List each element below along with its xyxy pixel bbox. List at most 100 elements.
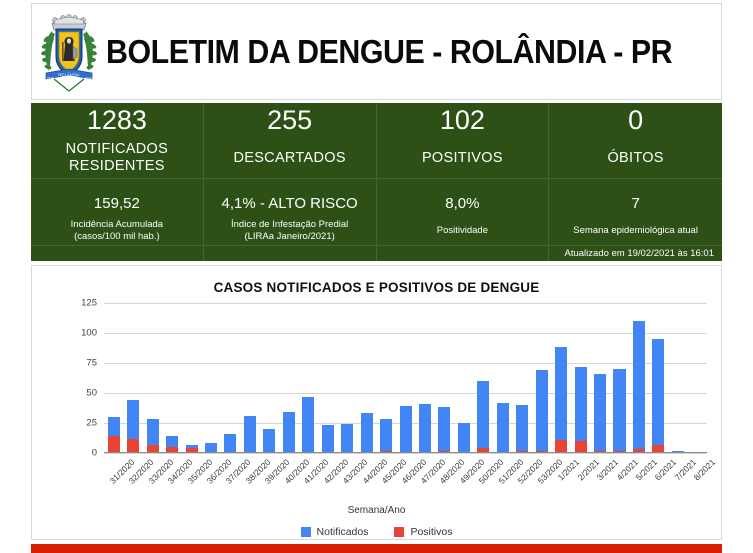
bar-slot[interactable]: [201, 303, 220, 453]
legend-item-notificados[interactable]: Notificados: [300, 526, 368, 538]
bar-segment-notificados: [457, 423, 470, 452]
legend-swatch-icon: [300, 527, 311, 537]
stacked-bar[interactable]: [302, 396, 315, 453]
bar-slot[interactable]: [474, 303, 493, 453]
stacked-bar[interactable]: [632, 321, 645, 453]
stat-value-positivos: 102: [377, 103, 550, 139]
bar-slot[interactable]: [357, 303, 376, 453]
stacked-bar[interactable]: [555, 347, 568, 453]
stacked-bar[interactable]: [380, 419, 393, 453]
stacked-bar[interactable]: [418, 403, 431, 453]
stacked-bar[interactable]: [204, 443, 218, 453]
stacked-bar[interactable]: [574, 366, 587, 453]
bar-slot[interactable]: [454, 303, 473, 453]
bar-segment-notificados: [302, 396, 315, 453]
bar-segment-notificados: [243, 415, 256, 453]
stacked-bar[interactable]: [263, 429, 276, 453]
bar-slot[interactable]: [396, 303, 415, 453]
bar-slot[interactable]: [337, 303, 356, 453]
stacked-bar[interactable]: [321, 425, 334, 453]
bar-slot[interactable]: [435, 303, 454, 453]
bar-segment-positivos: [632, 449, 645, 453]
stat-subvalue-infestacao: 4,1% - ALTO RISCO: [204, 190, 377, 217]
x-label-slot: 35/2020: [182, 453, 214, 501]
x-axis-title: Semana/Ano: [347, 505, 406, 516]
stat-sublabel-incidencia: Incidência Acumulada (casos/100 mil hab.…: [31, 216, 204, 246]
bar-slot[interactable]: [221, 303, 240, 453]
bar-slot[interactable]: [279, 303, 298, 453]
gridline-125: [104, 303, 707, 304]
stacked-bar[interactable]: [146, 419, 159, 453]
x-label-slot: 33/2020: [143, 453, 175, 501]
stacked-bar[interactable]: [438, 407, 451, 453]
stacked-bar[interactable]: [477, 381, 490, 453]
bar-slot[interactable]: [629, 303, 648, 453]
stacked-bar[interactable]: [127, 400, 140, 453]
bar-slot[interactable]: [688, 303, 707, 453]
bar-slot[interactable]: [571, 303, 590, 453]
y-tick-label-100: 100: [81, 327, 97, 339]
bar-segment-notificados: [127, 400, 140, 439]
stacked-bar[interactable]: [107, 417, 120, 453]
legend-label: Positivos: [410, 526, 453, 538]
x-label-slot: 49/2020: [454, 453, 487, 501]
bar-segment-positivos: [146, 444, 159, 453]
x-label-slot: 47/2020: [415, 453, 448, 501]
bar-slot[interactable]: [668, 303, 687, 453]
bar-slot[interactable]: [532, 303, 551, 453]
bar-slot[interactable]: [240, 303, 259, 453]
x-label-slot: 31/2020: [104, 453, 136, 501]
stacked-bar[interactable]: [341, 424, 354, 453]
stacked-bar[interactable]: [399, 406, 412, 453]
stat-subvalue-positividade: 8,0%: [377, 190, 550, 217]
bar-slot[interactable]: [513, 303, 532, 453]
bar-slot[interactable]: [415, 303, 434, 453]
stacked-bar[interactable]: [166, 436, 179, 453]
stacked-bar[interactable]: [224, 433, 237, 453]
legend-item-positivos[interactable]: Positivos: [394, 526, 452, 538]
stat-sublabel-semana: Semana epidemiológica atual: [573, 224, 698, 236]
stacked-bar[interactable]: [185, 444, 198, 453]
bar-slot[interactable]: [610, 303, 629, 453]
stacked-bar[interactable]: [457, 423, 470, 453]
bar-segment-notificados: [477, 381, 490, 449]
stacked-bar[interactable]: [652, 339, 665, 453]
chart-card: CASOS NOTIFICADOS E POSITIVOS DE DENGUE …: [31, 265, 722, 540]
stacked-bar[interactable]: [282, 412, 295, 453]
bar-segment-notificados: [282, 412, 295, 453]
gridline-100: [104, 333, 707, 334]
bar-slot[interactable]: [493, 303, 512, 453]
bar-slot[interactable]: [299, 303, 318, 453]
bar-slot[interactable]: [104, 303, 123, 453]
bar-segment-notificados: [380, 419, 393, 451]
bar-slot[interactable]: [182, 303, 201, 453]
stacked-bar[interactable]: [535, 370, 548, 453]
bar-segment-positivos: [477, 448, 490, 453]
bar-slot[interactable]: [318, 303, 337, 453]
bar-slot[interactable]: [260, 303, 279, 453]
bar-slot[interactable]: [649, 303, 668, 453]
bar-segment-notificados: [399, 406, 412, 452]
stacked-bar[interactable]: [613, 369, 626, 453]
stat-sublabel-infestacao: Índice de Infestação Predial (LIRAa Jane…: [204, 216, 377, 246]
bar-slot[interactable]: [123, 303, 142, 453]
stacked-bar[interactable]: [243, 415, 256, 453]
svg-text:ROLÂNDIA: ROLÂNDIA: [58, 72, 80, 77]
bar-slot[interactable]: [590, 303, 609, 453]
bar-segment-notificados: [418, 403, 431, 452]
stacked-bar[interactable]: [594, 373, 607, 453]
x-label-slot: 38/2020: [240, 453, 273, 501]
stacked-bar[interactable]: [496, 402, 509, 453]
stat-subvalue-incidencia: 159,52: [31, 190, 204, 217]
svg-text:1934: 1934: [46, 76, 54, 80]
stacked-bar[interactable]: [516, 405, 529, 453]
bar-slot[interactable]: [162, 303, 181, 453]
bar-segment-notificados: [555, 347, 568, 440]
x-label-slot: 32/2020: [123, 453, 156, 501]
stacked-bar[interactable]: [360, 413, 373, 453]
bar-slot[interactable]: [551, 303, 570, 453]
plot-inner: 0 25 50 75 100 125: [81, 298, 707, 459]
bar-slot[interactable]: [143, 303, 162, 453]
bar-slot[interactable]: [376, 303, 395, 453]
y-tick-label-75: 75: [86, 357, 97, 369]
